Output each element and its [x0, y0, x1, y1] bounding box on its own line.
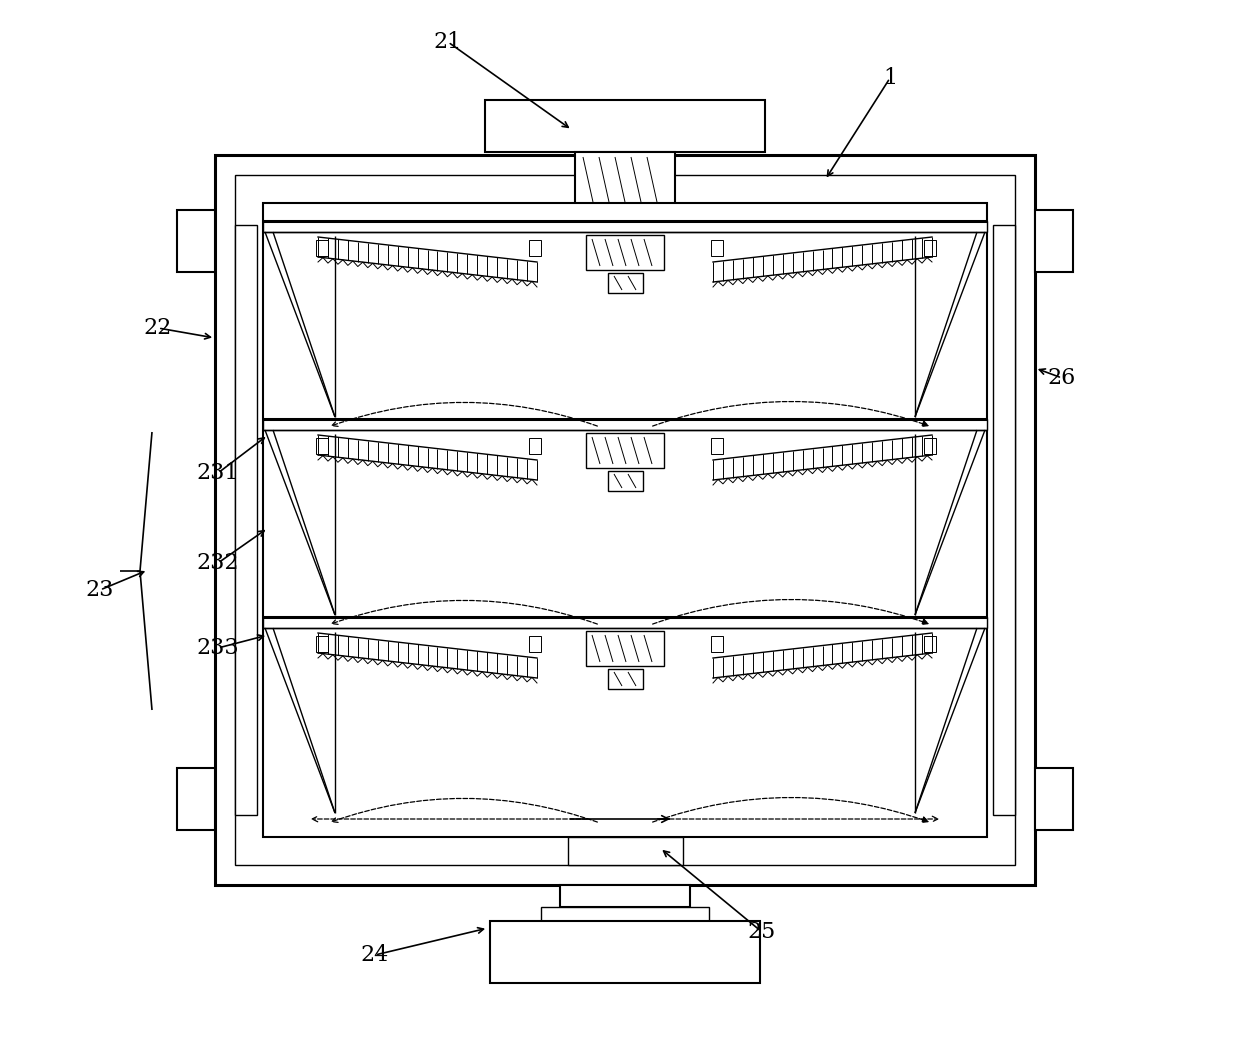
- Bar: [177, 210, 215, 272]
- Bar: [316, 636, 329, 652]
- Bar: [568, 837, 683, 865]
- Text: 24: 24: [361, 944, 389, 966]
- Bar: [215, 154, 1035, 885]
- Bar: [529, 438, 541, 454]
- Bar: [560, 885, 689, 907]
- Bar: [529, 240, 541, 256]
- Bar: [924, 636, 936, 652]
- Text: 1: 1: [883, 67, 897, 89]
- Bar: [541, 907, 709, 921]
- Text: 23: 23: [86, 579, 114, 601]
- Bar: [711, 438, 723, 454]
- Bar: [263, 419, 987, 430]
- Bar: [485, 100, 765, 152]
- Bar: [608, 471, 644, 491]
- Bar: [263, 203, 987, 837]
- Bar: [1035, 210, 1073, 272]
- Text: 25: 25: [748, 921, 776, 943]
- Bar: [993, 225, 1016, 815]
- Bar: [608, 669, 644, 689]
- Bar: [587, 631, 663, 666]
- Bar: [263, 221, 987, 232]
- Bar: [316, 240, 329, 256]
- Bar: [924, 438, 936, 454]
- Text: 22: 22: [144, 317, 172, 339]
- Bar: [490, 921, 760, 983]
- Bar: [236, 176, 1016, 865]
- Bar: [587, 235, 663, 270]
- Bar: [236, 225, 257, 815]
- Bar: [924, 240, 936, 256]
- Text: 21: 21: [434, 30, 463, 53]
- Text: 232: 232: [197, 552, 239, 574]
- Bar: [608, 273, 644, 293]
- Bar: [1035, 768, 1073, 830]
- Bar: [529, 636, 541, 652]
- Text: 233: 233: [197, 637, 239, 659]
- Text: 26: 26: [1048, 367, 1076, 389]
- Bar: [587, 433, 663, 468]
- Bar: [711, 636, 723, 652]
- Text: 231: 231: [197, 462, 239, 485]
- Bar: [575, 152, 675, 207]
- Bar: [316, 438, 329, 454]
- Bar: [263, 617, 987, 628]
- Bar: [711, 240, 723, 256]
- Bar: [177, 768, 215, 830]
